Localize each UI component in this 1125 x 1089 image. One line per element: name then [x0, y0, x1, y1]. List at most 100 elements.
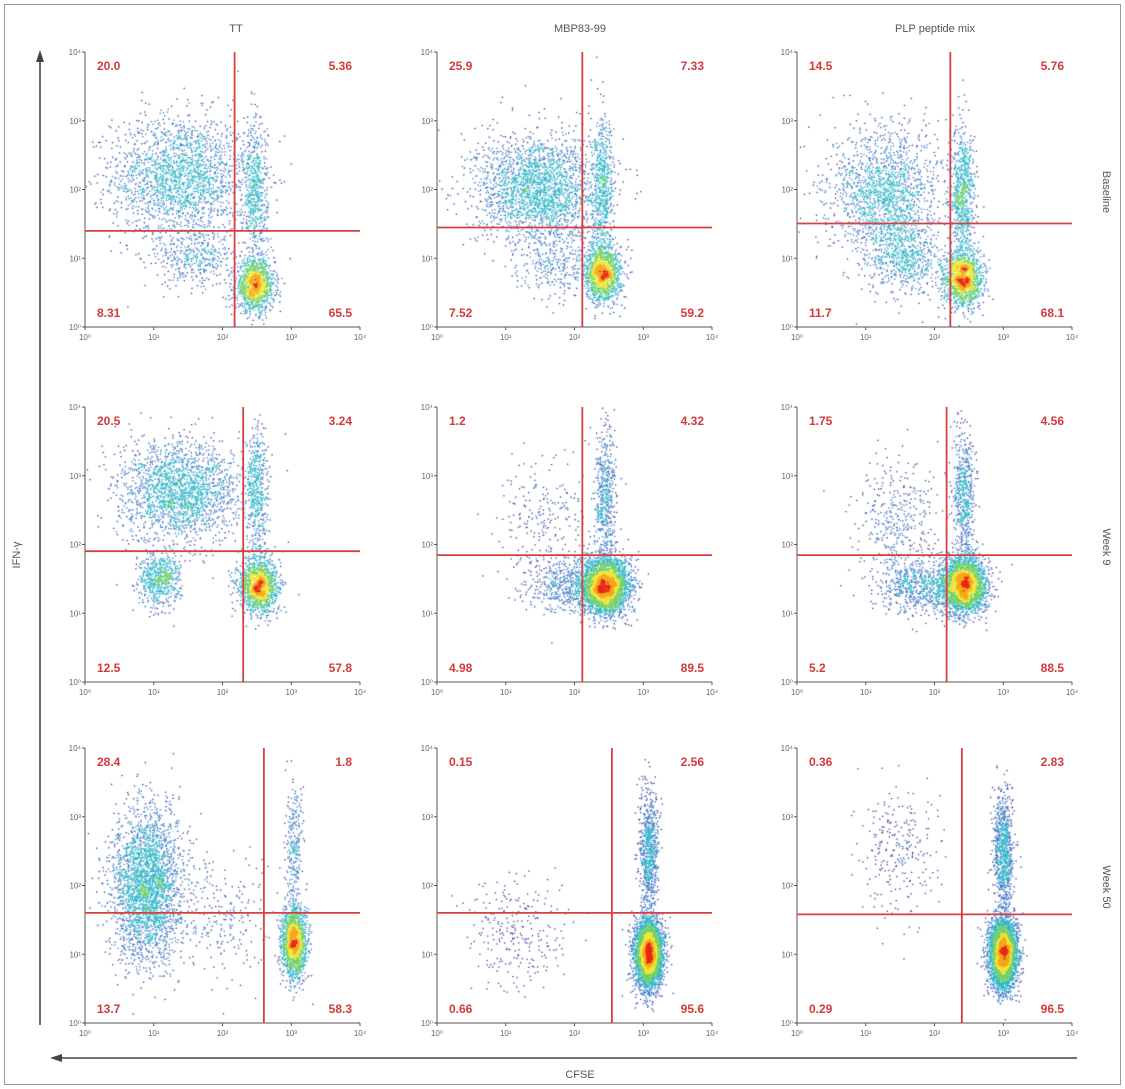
x-tick-label: 10³	[285, 1029, 297, 1038]
quadrant-value-upper-right: 1.8	[335, 755, 352, 769]
x-tick-label: 10²	[217, 688, 229, 697]
scatter-points	[437, 407, 712, 682]
y-tick-label: 10¹	[781, 950, 793, 959]
y-tick-label: 10³	[781, 472, 793, 481]
quadrant-value-upper-left: 20.5	[97, 414, 121, 428]
x-tick-label: 10²	[929, 333, 941, 342]
row-label-baseline: Baseline	[1100, 171, 1112, 213]
x-tick-label: 10⁴	[1066, 1029, 1079, 1038]
y-tick-label: 10⁴	[781, 403, 794, 412]
row-label-week-50: Week 50	[1100, 865, 1112, 908]
x-tick-label: 10¹	[148, 333, 160, 342]
x-tick-label: 10⁴	[706, 688, 719, 697]
y-tick-label: 10⁴	[69, 403, 82, 412]
quadrant-value-lower-right: 95.6	[681, 1002, 705, 1016]
y-tick-label: 10⁰	[421, 1019, 433, 1028]
y-tick-label: 10³	[69, 117, 81, 126]
x-tick-label: 10⁴	[1066, 333, 1079, 342]
x-tick-label: 10³	[285, 688, 297, 697]
y-tick-label: 10³	[69, 813, 81, 822]
quadrant-value-lower-right: 89.5	[681, 661, 705, 675]
x-tick-label: 10³	[637, 333, 649, 342]
column-title-mbp83-99: MBP83-99	[554, 23, 606, 35]
y-tick-label: 10⁴	[421, 744, 434, 753]
y-axis-title: IFN-γ	[11, 541, 23, 568]
x-tick-label: 10¹	[860, 333, 872, 342]
y-tick-label: 10²	[781, 541, 793, 550]
quadrant-value-upper-left: 0.36	[809, 755, 833, 769]
quadrant-value-upper-right: 2.56	[681, 755, 705, 769]
quadrant-value-upper-left: 1.2	[449, 414, 466, 428]
quadrant-value-lower-left: 11.7	[809, 306, 832, 320]
y-tick-label: 10⁴	[69, 48, 82, 57]
y-tick-label: 10²	[69, 541, 81, 550]
quadrant-value-lower-left: 5.2	[809, 661, 826, 675]
quadrant-value-upper-left: 25.9	[449, 59, 473, 73]
quadrant-value-lower-left: 8.31	[97, 306, 121, 320]
quadrant-value-lower-left: 12.5	[97, 661, 121, 675]
y-tick-label: 10¹	[421, 950, 433, 959]
y-tick-label: 10²	[781, 186, 793, 195]
y-tick-label: 10¹	[421, 609, 433, 618]
quadrant-value-lower-left: 7.52	[449, 306, 473, 320]
x-tick-label: 10⁰	[431, 333, 443, 342]
column-title-plp-peptide-mix: PLP peptide mix	[895, 23, 975, 35]
figure-frame	[4, 4, 1121, 1085]
scatter-points	[437, 52, 712, 327]
scatter-points	[437, 748, 712, 1023]
quadrant-value-upper-right: 7.33	[681, 59, 705, 73]
x-tick-label: 10⁰	[791, 1029, 803, 1038]
x-tick-label: 10¹	[500, 333, 512, 342]
y-tick-label: 10³	[781, 117, 793, 126]
y-tick-label: 10⁰	[421, 323, 433, 332]
quadrant-value-lower-right: 68.1	[1041, 306, 1065, 320]
y-tick-label: 10²	[421, 541, 433, 550]
y-tick-label: 10³	[781, 813, 793, 822]
y-tick-label: 10⁰	[781, 1019, 793, 1028]
y-tick-label: 10²	[69, 186, 81, 195]
y-tick-label: 10²	[421, 186, 433, 195]
x-tick-label: 10⁴	[354, 688, 367, 697]
y-tick-label: 10⁴	[781, 744, 794, 753]
quadrant-value-upper-left: 0.15	[449, 755, 473, 769]
quadrant-value-lower-left: 0.29	[809, 1002, 833, 1016]
quadrant-value-upper-right: 3.24	[329, 414, 353, 428]
x-tick-label: 10⁰	[791, 333, 803, 342]
quadrant-value-upper-left: 20.0	[97, 59, 121, 73]
x-tick-label: 10³	[637, 1029, 649, 1038]
y-tick-label: 10⁰	[781, 323, 793, 332]
y-tick-label: 10²	[781, 882, 793, 891]
y-tick-label: 10⁰	[69, 1019, 81, 1028]
quadrant-value-lower-right: 96.5	[1041, 1002, 1065, 1016]
x-tick-label: 10¹	[500, 688, 512, 697]
x-tick-label: 10³	[637, 688, 649, 697]
x-tick-label: 10²	[569, 333, 581, 342]
y-tick-label: 10²	[421, 882, 433, 891]
scatter-points	[85, 52, 360, 327]
y-tick-label: 10⁰	[421, 678, 433, 687]
x-tick-label: 10⁴	[354, 1029, 367, 1038]
scatter-points	[797, 407, 1072, 682]
quadrant-value-lower-right: 59.2	[681, 306, 705, 320]
quadrant-value-upper-left: 14.5	[809, 59, 833, 73]
scatter-points	[797, 748, 1072, 1023]
quadrant-value-upper-right: 4.32	[681, 414, 705, 428]
column-title-tt: TT	[229, 23, 243, 35]
quadrant-value-lower-left: 13.7	[97, 1002, 121, 1016]
x-tick-label: 10²	[929, 1029, 941, 1038]
y-tick-label: 10⁴	[69, 744, 82, 753]
x-tick-label: 10³	[997, 688, 1009, 697]
quadrant-value-upper-right: 4.56	[1041, 414, 1065, 428]
x-tick-label: 10³	[285, 333, 297, 342]
y-tick-label: 10³	[421, 813, 433, 822]
y-tick-label: 10³	[69, 472, 81, 481]
x-axis-title: CFSE	[565, 1069, 594, 1081]
